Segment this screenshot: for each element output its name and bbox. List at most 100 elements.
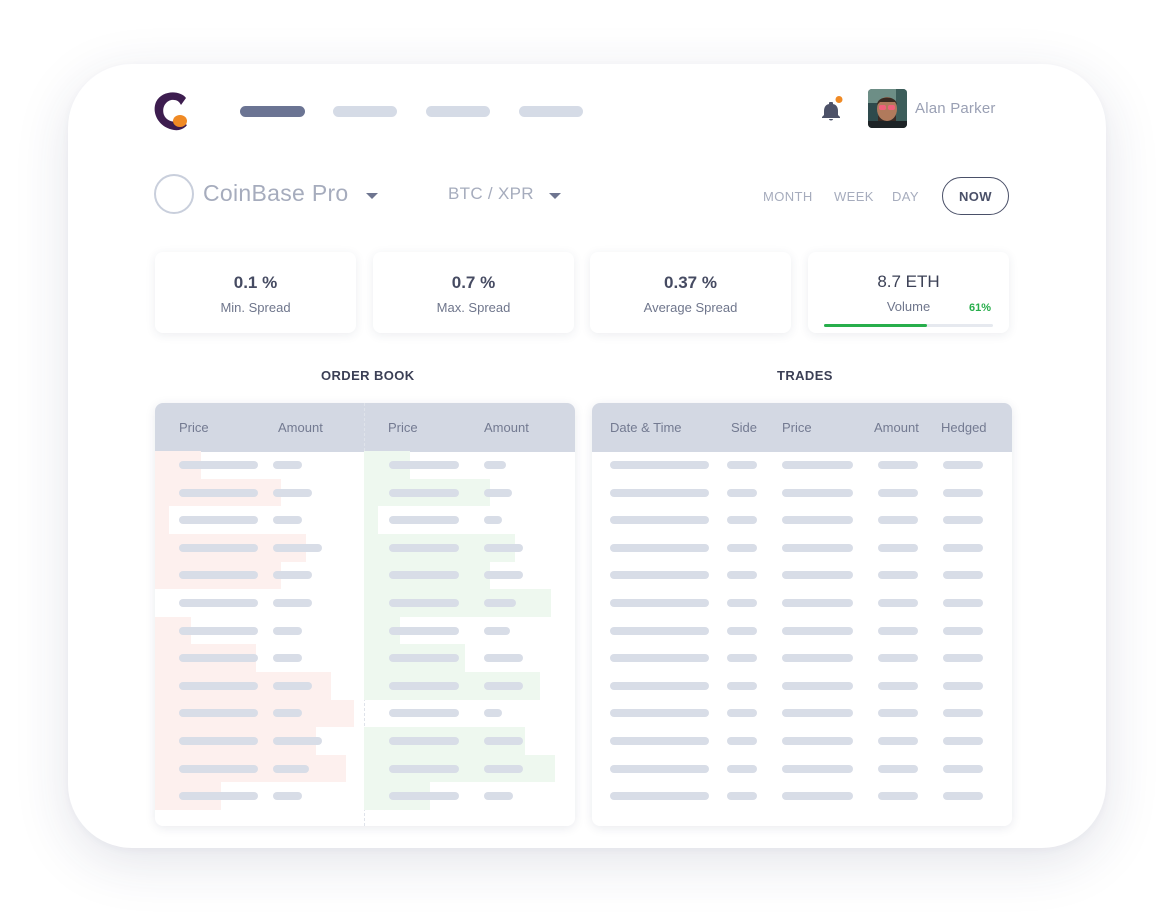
period-month[interactable]: MONTH: [763, 189, 813, 204]
bid-price-cell: [179, 792, 258, 801]
trades-header: Date & Time Side Price Amount Hedged: [592, 403, 1012, 452]
trade-side-cell: [727, 543, 757, 552]
bid-amount-cell: [273, 488, 312, 497]
trade-side-cell: [727, 792, 757, 801]
col-head-price[interactable]: Price: [782, 420, 812, 435]
trade-hedged-cell: [943, 516, 983, 525]
bid-depth-bar: [155, 506, 169, 534]
trade-side-cell: [727, 599, 757, 607]
bid-amount-cell: [273, 792, 302, 801]
trade-amount-cell: [878, 461, 918, 469]
trade-hedged-cell: [943, 571, 983, 580]
nav-item-1[interactable]: [240, 106, 305, 117]
ask-amount-cell: [484, 709, 502, 718]
avatar[interactable]: [868, 89, 907, 128]
trade-hedged-cell: [943, 737, 983, 745]
ask-price-cell: [389, 792, 459, 801]
volume-value: 8.7 ETH: [877, 272, 940, 291]
trade-hedged-cell: [943, 599, 983, 607]
app-logo-icon[interactable]: [152, 90, 192, 134]
trade-side-cell: [727, 626, 757, 635]
bid-price-cell: [179, 516, 258, 525]
pair-select[interactable]: BTC / XPR: [448, 184, 534, 203]
bid-amount-cell: [273, 737, 322, 745]
chevron-down-icon[interactable]: [549, 193, 561, 199]
trade-side-cell: [727, 709, 757, 718]
trade-price-cell: [782, 599, 853, 607]
trade-price-cell: [782, 488, 853, 497]
trade-side-cell: [727, 681, 757, 690]
ask-price-cell: [389, 571, 459, 580]
trade-hedged-cell: [943, 792, 983, 801]
col-head-date-time[interactable]: Date & Time: [610, 420, 682, 435]
trade-amount-cell: [878, 543, 918, 552]
trade-price-cell: [782, 737, 853, 745]
col-head-bid-amount[interactable]: Amount: [278, 420, 323, 435]
col-head-side[interactable]: Side: [731, 420, 758, 435]
ask-amount-cell: [484, 654, 523, 663]
trade-side-cell: [727, 488, 757, 497]
col-head-ask-amount[interactable]: Amount: [484, 420, 529, 435]
bid-price-cell: [179, 681, 258, 690]
trade-side-cell: [727, 737, 757, 745]
trade-amount-cell: [878, 626, 918, 635]
trade-price-cell: [782, 571, 853, 580]
trade-side-cell: [727, 654, 757, 663]
exchange-select[interactable]: CoinBase Pro: [203, 180, 349, 206]
bell-icon[interactable]: [818, 96, 846, 124]
trade-date-cell: [610, 764, 709, 773]
chevron-down-icon[interactable]: [366, 193, 378, 199]
volume-percent: 61%: [968, 302, 991, 314]
bid-price-cell: [179, 543, 258, 552]
col-head-hedged[interactable]: Hedged: [941, 420, 987, 435]
trade-date-cell: [610, 571, 709, 580]
volume-progress: [824, 324, 993, 327]
ask-amount-cell: [484, 516, 502, 525]
col-head-ask-price[interactable]: Price: [388, 420, 418, 435]
trade-date-cell: [610, 792, 709, 801]
trades-title: TRADES: [777, 368, 833, 383]
trade-price-cell: [782, 764, 853, 773]
bid-amount-cell: [273, 626, 302, 635]
bid-amount-cell: [273, 654, 302, 663]
bid-amount-cell: [273, 516, 302, 525]
nav-item-2[interactable]: [333, 106, 397, 117]
ask-price-cell: [389, 709, 459, 718]
trade-date-cell: [610, 709, 709, 718]
ask-depth-bar: [364, 506, 378, 534]
trade-price-cell: [782, 709, 853, 718]
period-week[interactable]: WEEK: [834, 189, 874, 204]
trade-side-cell: [727, 764, 757, 773]
bid-amount-cell: [273, 599, 312, 607]
order-book-header: Price Amount Price Amount: [155, 403, 575, 452]
stat-value: 0.1 %: [233, 273, 278, 292]
col-head-bid-price[interactable]: Price: [179, 420, 209, 435]
bid-price-cell: [179, 654, 258, 663]
bid-price-cell: [179, 599, 258, 607]
trade-price-cell: [782, 681, 853, 690]
ask-amount-cell: [484, 488, 512, 497]
trade-price-cell: [782, 461, 853, 469]
ask-amount-cell: [484, 626, 510, 635]
user-name[interactable]: Alan Parker: [915, 100, 996, 117]
trade-hedged-cell: [943, 543, 983, 552]
stat-value: 0.37 %: [664, 273, 717, 292]
bid-price-cell: [179, 709, 258, 718]
ask-price-cell: [389, 626, 459, 635]
col-head-amount[interactable]: Amount: [874, 420, 919, 435]
ask-price-cell: [389, 764, 459, 773]
nav-item-3[interactable]: [426, 106, 490, 117]
ask-amount-cell: [484, 543, 523, 552]
ask-price-cell: [389, 516, 459, 525]
bid-amount-cell: [273, 764, 309, 773]
stat-card-max-spread: 0.7 % Max. Spread: [373, 252, 574, 333]
bid-price-cell: [179, 764, 258, 773]
ask-amount-cell: [484, 599, 516, 607]
bid-amount-cell: [273, 571, 312, 580]
nav-item-4[interactable]: [519, 106, 583, 117]
period-day[interactable]: DAY: [892, 189, 919, 204]
bid-price-cell: [179, 737, 258, 745]
trade-amount-cell: [878, 681, 918, 690]
bid-price-cell: [179, 488, 258, 497]
now-button[interactable]: NOW: [942, 177, 1009, 215]
